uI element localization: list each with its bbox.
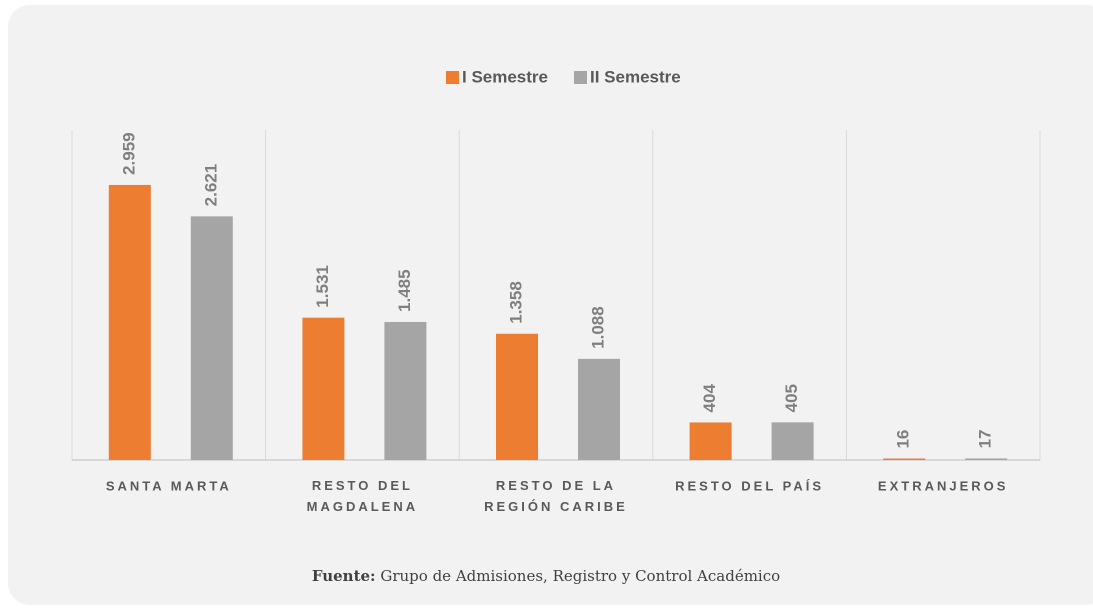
bar (108, 184, 151, 460)
value-label: 1.088 (588, 306, 607, 349)
source-text: Grupo de Admisiones, Registro y Control … (380, 567, 780, 585)
value-label: 404 (700, 384, 719, 413)
value-label: 2.621 (201, 164, 220, 207)
legend-swatch (446, 71, 459, 84)
value-label: 2.959 (119, 132, 138, 175)
bar (384, 321, 427, 460)
bar (302, 317, 345, 460)
bar (578, 358, 620, 460)
value-label: 1.485 (395, 269, 414, 312)
value-label: 405 (782, 384, 801, 412)
x-tick-label: RESTO DEL PAÍS (675, 478, 824, 493)
x-tick-label: EXTRANJEROS (878, 478, 1009, 493)
bar (965, 458, 1008, 460)
value-label: 17 (976, 429, 995, 448)
bar (883, 458, 926, 460)
x-tick-label: RESTO DEL MAGDALENA (307, 478, 419, 514)
value-label: 1.531 (313, 265, 332, 308)
value-label: 1.358 (506, 281, 525, 324)
legend: I Semestre II Semestre (446, 67, 681, 86)
source-label: Fuente: (312, 567, 376, 585)
bar (689, 422, 732, 460)
card-background (8, 5, 1093, 605)
legend-swatch (574, 71, 587, 84)
x-tick-label: SANTA MARTA (106, 478, 232, 493)
x-tick-label: RESTO DE LA REGIÓN CARIBE (484, 478, 628, 514)
legend-label: I Semestre (462, 67, 548, 86)
legend-label: II Semestre (590, 67, 681, 86)
source-note: Fuente: Grupo de Admisiones, Registro y … (312, 567, 780, 585)
value-label: 16 (894, 430, 913, 449)
bar (496, 333, 538, 460)
bar (771, 422, 814, 460)
bar (190, 216, 233, 460)
